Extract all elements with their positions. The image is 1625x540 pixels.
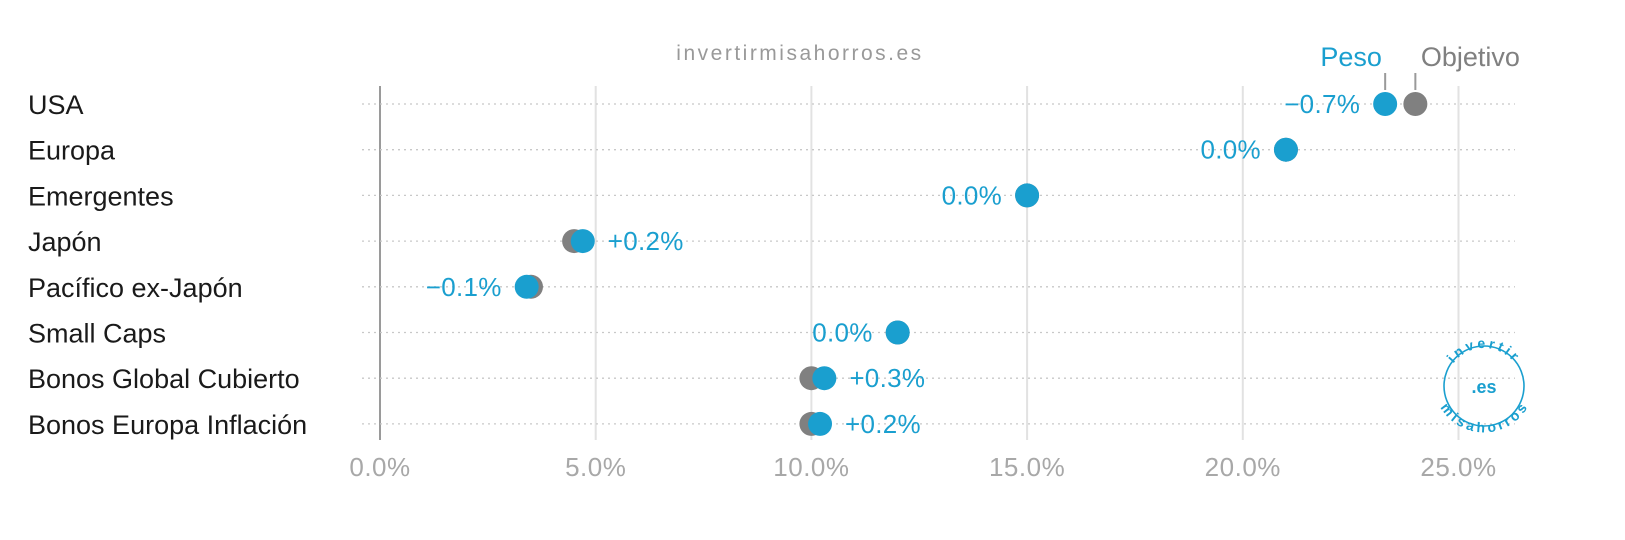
peso-dot	[1015, 183, 1040, 208]
legend-objetivo-label: Objetivo	[1421, 42, 1520, 72]
x-tick-label: 15.0%	[989, 452, 1065, 482]
row-1: Europa 0.0%	[28, 135, 1515, 166]
difference-label: −0.7%	[1284, 89, 1360, 119]
difference-label: +0.3%	[849, 363, 925, 393]
difference-label: +0.2%	[608, 226, 684, 256]
peso-dot	[885, 320, 910, 345]
peso-dot	[570, 229, 595, 254]
x-tick-label: 10.0%	[773, 452, 849, 482]
x-axis-ticks: 0.0% 5.0% 10.0% 15.0% 20.0% 25.0%	[349, 452, 1496, 482]
row-6: Bonos Global Cubierto +0.3%	[28, 363, 1515, 394]
difference-label: 0.0%	[942, 180, 1002, 210]
category-rows: USA −0.7% Europa 0.0% Emergentes 0.0% Japón +0.…	[28, 89, 1515, 440]
category-label: Bonos Global Cubierto	[28, 364, 300, 394]
row-4: Pacífico ex-Japón −0.1%	[28, 272, 1515, 303]
row-7: Bonos Europa Inflación +0.2%	[28, 409, 1515, 440]
peso-dot	[514, 274, 539, 299]
row-5: Small Caps 0.0%	[28, 318, 1515, 349]
row-0: USA −0.7%	[28, 89, 1515, 120]
category-label: Europa	[28, 136, 116, 166]
logo-top-text: invertir	[1443, 335, 1524, 366]
difference-label: −0.1%	[426, 272, 502, 302]
row-2: Emergentes 0.0%	[28, 180, 1515, 211]
category-label: USA	[28, 90, 84, 120]
x-tick-label: 25.0%	[1420, 452, 1496, 482]
peso-dot	[812, 366, 837, 391]
category-label: Japón	[28, 227, 102, 257]
invertirmisahorros-logo: invertir misahorros .es	[1438, 335, 1531, 436]
row-3: Japón +0.2%	[28, 226, 1515, 257]
category-label: Emergentes	[28, 181, 174, 211]
grid-lines	[379, 86, 1460, 440]
logo-bottom-text: misahorros	[1438, 399, 1531, 435]
peso-dot	[1373, 92, 1398, 116]
category-label: Pacífico ex-Japón	[28, 273, 243, 303]
difference-label: 0.0%	[812, 318, 872, 348]
difference-label: +0.2%	[845, 409, 921, 439]
source-label: invertirmisahorros.es	[676, 42, 923, 65]
peso-dot	[808, 411, 833, 436]
legend: Peso Objetivo	[1320, 42, 1520, 90]
category-label: Small Caps	[28, 319, 166, 349]
objetivo-dot	[1403, 92, 1428, 116]
x-tick-label: 0.0%	[349, 452, 410, 482]
logo-outer-ring	[1443, 345, 1525, 427]
x-tick-label: 5.0%	[565, 452, 626, 482]
x-tick-label: 20.0%	[1205, 452, 1281, 482]
logo-center-text: .es	[1471, 377, 1496, 397]
category-label: Bonos Europa Inflación	[28, 410, 307, 440]
difference-label: 0.0%	[1200, 135, 1260, 165]
peso-dot	[1273, 137, 1298, 162]
legend-peso-label: Peso	[1320, 42, 1382, 72]
